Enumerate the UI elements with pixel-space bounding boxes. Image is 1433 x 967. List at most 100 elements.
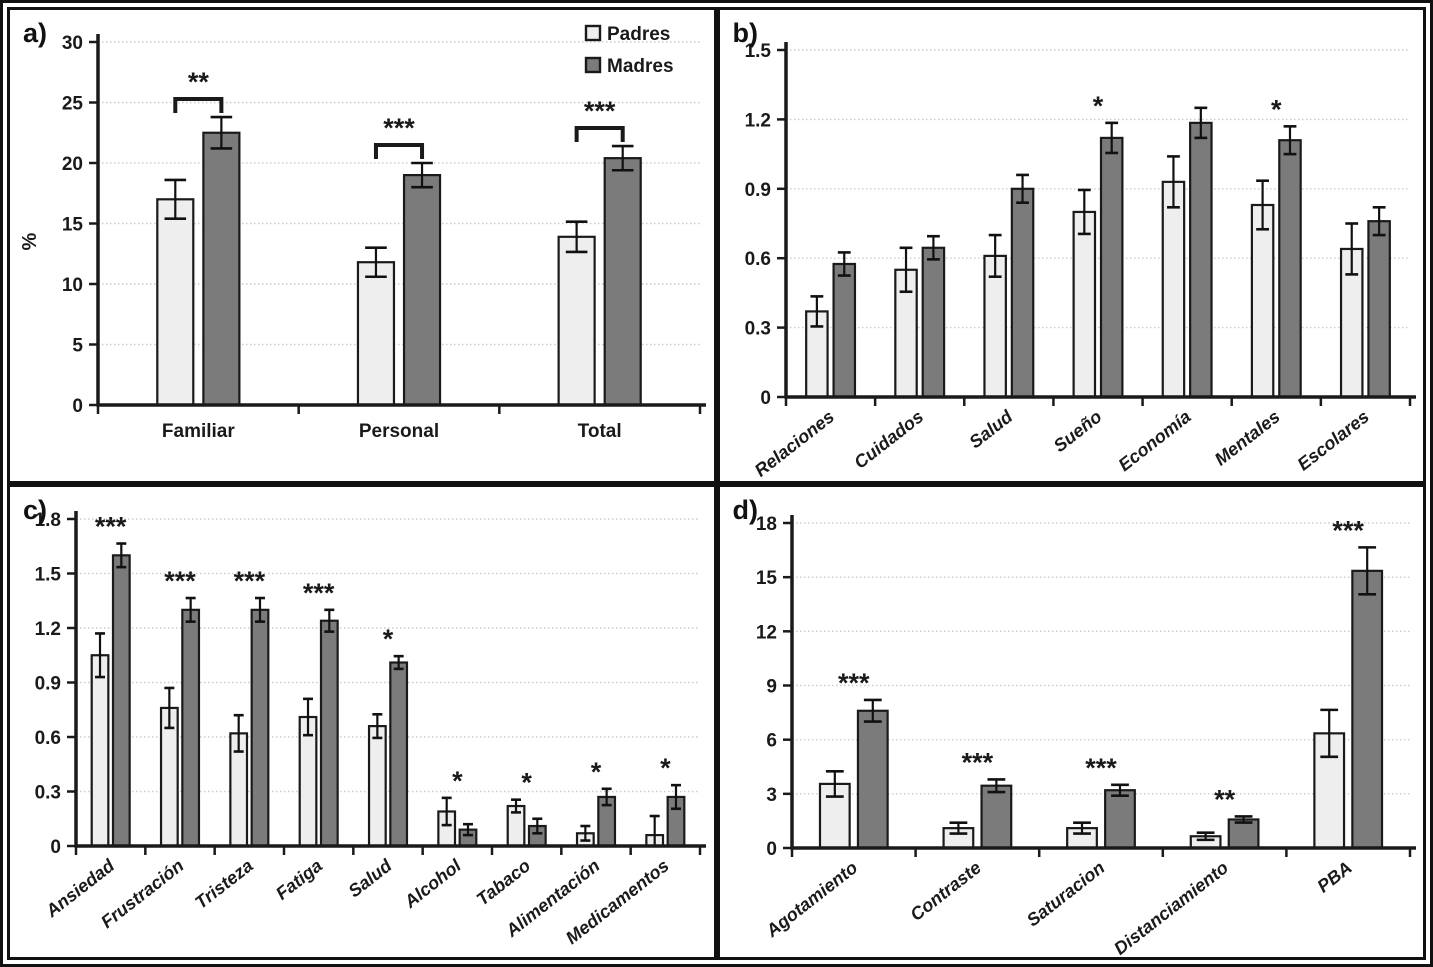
bar-madres-2	[250, 608, 270, 847]
x-category-label: Relaciones	[750, 406, 837, 480]
y-tick-label: 15	[62, 215, 84, 236]
significance-marker: *	[1271, 94, 1282, 124]
bar-padres-5	[1250, 203, 1274, 399]
bar-madres-0	[111, 553, 131, 847]
bar-madres-2	[1103, 788, 1136, 849]
y-tick-label: 10	[62, 275, 83, 296]
bar-madres-4	[389, 660, 409, 847]
panel-a: a) ** *** *** 0 5 10 15 20 25 30 Familiar Personal T…	[7, 7, 717, 484]
y-tick-label: 0.9	[35, 673, 61, 694]
x-category-label: Economía	[1114, 406, 1194, 475]
y-tick-label: 0.3	[35, 782, 61, 803]
x-category-label: Alcohol	[400, 854, 466, 912]
y-tick-label: 0	[72, 396, 83, 417]
x-category-label: Escolares	[1293, 406, 1372, 474]
significance-bracket	[173, 97, 224, 114]
bar-madres-0	[202, 131, 241, 407]
panel-b-label: b)	[732, 18, 758, 48]
y-tick-label: 1.8	[35, 510, 61, 531]
x-category-label: Mentales	[1210, 406, 1283, 469]
y-tick-label: 0	[766, 839, 777, 860]
bar-padres-0	[90, 653, 110, 847]
legend-swatch-padres	[584, 24, 602, 42]
chart-c-svg: ****** *** ***** * * *00.30.60.91.21.51.8Ansi…	[35, 510, 706, 948]
significance-bracket	[373, 143, 425, 159]
panel-d: d) *** *** *** ** *** 0 3 6 9 12 15 18 Agotamiento Co…	[716, 483, 1426, 960]
x-category-label: Contraste	[906, 857, 985, 924]
chart-b-svg: * * 0 0.3 0.6 0.9 1.2 1.5 Relaciones Cuidados Salu…	[744, 41, 1416, 481]
legend-label-padres: Padres	[607, 24, 670, 45]
panel-d-label: d)	[732, 494, 758, 525]
significance-marker: ***	[383, 113, 415, 143]
y-tick-label: 30	[62, 33, 83, 54]
y-axis-title: %	[19, 233, 41, 251]
x-category-label: Personal	[359, 421, 439, 442]
y-tick-label: 0.6	[35, 728, 61, 749]
y-tick-label: 18	[755, 514, 776, 535]
significance-bracket	[574, 126, 625, 143]
bar-madres-0	[856, 709, 889, 849]
x-category-label: Total	[578, 421, 622, 442]
bar-madres-2	[1010, 187, 1034, 399]
y-tick-label: 0.6	[744, 249, 770, 270]
significance-marker: *	[591, 756, 602, 786]
bar-madres-4	[1350, 569, 1383, 849]
y-tick-label: 9	[766, 676, 777, 697]
y-tick-label: 1.5	[744, 41, 771, 62]
y-tick-label: 1.2	[744, 110, 770, 131]
legend-label-madres: Madres	[607, 56, 674, 77]
y-tick-label: 5	[72, 336, 83, 357]
y-tick-label: 15	[755, 568, 777, 589]
x-category-label: PBA	[1313, 857, 1355, 896]
x-category-label: Distanciamiento	[1110, 857, 1232, 958]
y-tick-label: 1.2	[35, 619, 61, 640]
significance-marker: ***	[838, 667, 870, 697]
significance-marker: ***	[234, 566, 266, 596]
x-category-label: Salud	[345, 854, 397, 901]
x-category-label: Fatiga	[272, 855, 326, 903]
bar-madres-3	[1227, 817, 1260, 849]
bar-madres-1	[921, 246, 945, 399]
significance-marker: **	[1214, 784, 1236, 814]
bar-padres-1	[356, 261, 396, 407]
legend-swatch-madres	[584, 56, 602, 74]
x-category-label: Salud	[965, 406, 1017, 453]
y-tick-label: 6	[766, 730, 777, 751]
significance-marker: *	[1092, 91, 1103, 121]
significance-marker: ***	[303, 577, 335, 607]
y-tick-label: 1.5	[35, 564, 62, 585]
bar-madres-3	[319, 619, 339, 847]
bar-madres-5	[1277, 139, 1302, 399]
y-tick-label: 25	[62, 94, 84, 115]
bar-madres-6	[1366, 220, 1391, 399]
x-category-label: Tabaco	[473, 855, 534, 909]
x-category-label: Tristeza	[191, 855, 257, 912]
y-tick-label: 0	[50, 837, 61, 858]
significance-marker: *	[660, 753, 671, 783]
bar-padres-4	[1161, 180, 1185, 399]
significance-marker: *	[383, 624, 394, 654]
bar-madres-2	[603, 157, 642, 407]
y-tick-label: 0.3	[744, 319, 770, 340]
x-category-label: Agotamiento	[761, 857, 861, 941]
bar-padres-2	[557, 235, 596, 407]
significance-marker: ***	[1332, 515, 1364, 545]
bar-padres-3	[1072, 210, 1096, 399]
y-tick-label: 12	[755, 622, 776, 643]
y-tick-label: 0.9	[744, 180, 770, 201]
bar-madres-1	[979, 784, 1012, 849]
significance-marker: ***	[961, 747, 993, 777]
y-tick-label: 20	[62, 154, 83, 175]
significance-marker: ***	[1085, 752, 1117, 782]
y-tick-label: 0	[760, 388, 771, 409]
significance-marker: *	[452, 765, 463, 795]
significance-marker: ***	[95, 511, 127, 541]
x-category-label: Familiar	[162, 421, 235, 442]
panel-b: b) * * 0 0.3 0.6 0.9 1.2 1.5 Relaciones Cuidados S…	[716, 7, 1426, 484]
significance-marker: **	[188, 67, 210, 97]
bar-madres-3	[1099, 136, 1123, 399]
x-category-label: Sueño	[1049, 406, 1105, 456]
